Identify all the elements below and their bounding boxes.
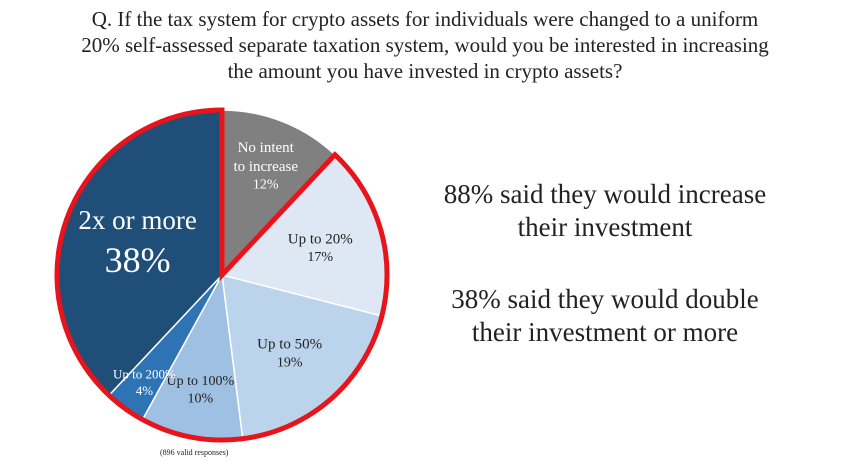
- question-line: the amount you have invested in crypto a…: [227, 59, 623, 83]
- slice-category: Up to 50%: [257, 337, 322, 353]
- slice-category: No intent: [238, 140, 295, 156]
- slice-percent: 19%: [277, 355, 303, 370]
- increase-highlight-outline: [54, 107, 390, 443]
- slice-label: Up to 50% 19%: [257, 337, 322, 371]
- takeaway-line: 38% said they would double: [451, 284, 759, 314]
- slice-percent: 17%: [307, 250, 333, 265]
- slice-percent: 12%: [253, 178, 279, 193]
- slice-percent: 4%: [136, 383, 154, 398]
- question-text: Q. If the tax system for crypto assets f…: [0, 6, 850, 84]
- slice-category: Up to 200%: [113, 367, 176, 382]
- takeaway-line: 88% said they would increase: [443, 179, 767, 209]
- slice-category: to increase: [233, 159, 298, 175]
- takeaway-line: their investment or more: [471, 317, 739, 347]
- valid-responses-note: (896 valid responses): [160, 448, 229, 457]
- slice-label: Up to 200%4%: [113, 367, 176, 398]
- question-line: Q. If the tax system for crypto assets f…: [91, 7, 759, 31]
- slice-category: Up to 100%: [167, 374, 235, 389]
- slice-label: No intent to increase 12%: [233, 140, 298, 193]
- slice-category: 2x or more: [78, 205, 196, 235]
- slice-label: 2x or more 38%: [78, 205, 196, 280]
- question-line: 20% self-assessed separate taxation syst…: [81, 33, 769, 57]
- takeaway-double: 38% said they would double their investm…: [395, 283, 815, 349]
- slice-label: Up to 20% 17%: [288, 231, 353, 265]
- slice-category: Up to 20%: [288, 231, 353, 247]
- takeaway-increase: 88% said they would increase their inves…: [395, 178, 815, 244]
- slice-label: Up to 100% 10%: [167, 374, 235, 407]
- takeaway-line: their investment: [517, 212, 693, 242]
- slice-percent: 10%: [188, 391, 214, 406]
- slice-percent: 38%: [105, 240, 171, 280]
